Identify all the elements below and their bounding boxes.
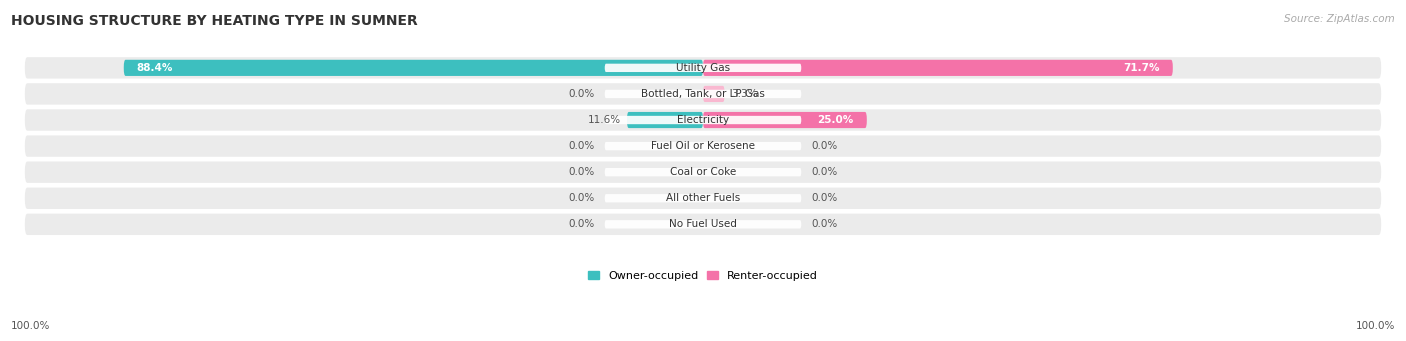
FancyBboxPatch shape bbox=[25, 135, 1381, 157]
FancyBboxPatch shape bbox=[605, 142, 801, 150]
Text: 25.0%: 25.0% bbox=[817, 115, 853, 125]
Text: 3.3%: 3.3% bbox=[731, 89, 758, 99]
FancyBboxPatch shape bbox=[25, 162, 1381, 183]
Legend: Owner-occupied, Renter-occupied: Owner-occupied, Renter-occupied bbox=[583, 266, 823, 285]
Text: 0.0%: 0.0% bbox=[568, 193, 595, 203]
Text: 71.7%: 71.7% bbox=[1123, 63, 1160, 73]
Text: 11.6%: 11.6% bbox=[588, 115, 620, 125]
Text: 100.0%: 100.0% bbox=[11, 321, 51, 331]
FancyBboxPatch shape bbox=[627, 112, 703, 128]
FancyBboxPatch shape bbox=[703, 86, 724, 102]
Text: No Fuel Used: No Fuel Used bbox=[669, 219, 737, 229]
FancyBboxPatch shape bbox=[605, 90, 801, 98]
FancyBboxPatch shape bbox=[605, 64, 801, 72]
Text: All other Fuels: All other Fuels bbox=[666, 193, 740, 203]
Text: Fuel Oil or Kerosene: Fuel Oil or Kerosene bbox=[651, 141, 755, 151]
FancyBboxPatch shape bbox=[25, 57, 1381, 78]
FancyBboxPatch shape bbox=[703, 60, 1173, 76]
Text: 0.0%: 0.0% bbox=[811, 219, 838, 229]
Text: Bottled, Tank, or LP Gas: Bottled, Tank, or LP Gas bbox=[641, 89, 765, 99]
FancyBboxPatch shape bbox=[25, 214, 1381, 235]
FancyBboxPatch shape bbox=[605, 220, 801, 228]
Text: 0.0%: 0.0% bbox=[568, 89, 595, 99]
Text: Coal or Coke: Coal or Coke bbox=[669, 167, 737, 177]
Text: 0.0%: 0.0% bbox=[568, 167, 595, 177]
Text: HOUSING STRUCTURE BY HEATING TYPE IN SUMNER: HOUSING STRUCTURE BY HEATING TYPE IN SUM… bbox=[11, 14, 418, 28]
Text: 0.0%: 0.0% bbox=[811, 193, 838, 203]
Text: Utility Gas: Utility Gas bbox=[676, 63, 730, 73]
FancyBboxPatch shape bbox=[605, 194, 801, 203]
Text: Electricity: Electricity bbox=[676, 115, 730, 125]
FancyBboxPatch shape bbox=[25, 109, 1381, 131]
FancyBboxPatch shape bbox=[25, 188, 1381, 209]
FancyBboxPatch shape bbox=[605, 116, 801, 124]
Text: 88.4%: 88.4% bbox=[136, 63, 173, 73]
Text: 0.0%: 0.0% bbox=[811, 167, 838, 177]
FancyBboxPatch shape bbox=[124, 60, 703, 76]
Text: Source: ZipAtlas.com: Source: ZipAtlas.com bbox=[1284, 14, 1395, 24]
Text: 0.0%: 0.0% bbox=[811, 141, 838, 151]
Text: 100.0%: 100.0% bbox=[1355, 321, 1395, 331]
FancyBboxPatch shape bbox=[25, 83, 1381, 105]
Text: 0.0%: 0.0% bbox=[568, 219, 595, 229]
FancyBboxPatch shape bbox=[605, 168, 801, 176]
Text: 0.0%: 0.0% bbox=[568, 141, 595, 151]
FancyBboxPatch shape bbox=[703, 112, 868, 128]
